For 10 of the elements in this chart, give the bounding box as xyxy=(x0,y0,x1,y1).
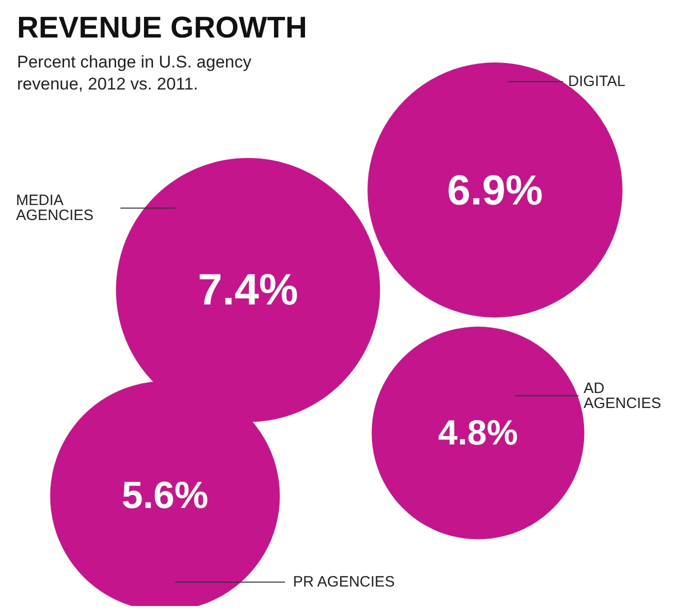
text: Percent change in U.S. agency revenue, 2012 vs. 2011. xyxy=(17,52,256,94)
category-label: DIGITAL xyxy=(568,73,626,90)
data-label: 4.8% xyxy=(438,414,518,452)
category-label: MEDIA AGENCIES xyxy=(16,192,94,224)
data-label: 7.4% xyxy=(198,266,298,314)
category-label: PR AGENCIES xyxy=(293,574,395,591)
data-label: 6.9% xyxy=(447,166,543,214)
data-label: 5.6% xyxy=(122,475,208,517)
category-label: AD AGENCIES xyxy=(584,380,662,412)
text: REVENUE GROWTH xyxy=(17,12,308,44)
